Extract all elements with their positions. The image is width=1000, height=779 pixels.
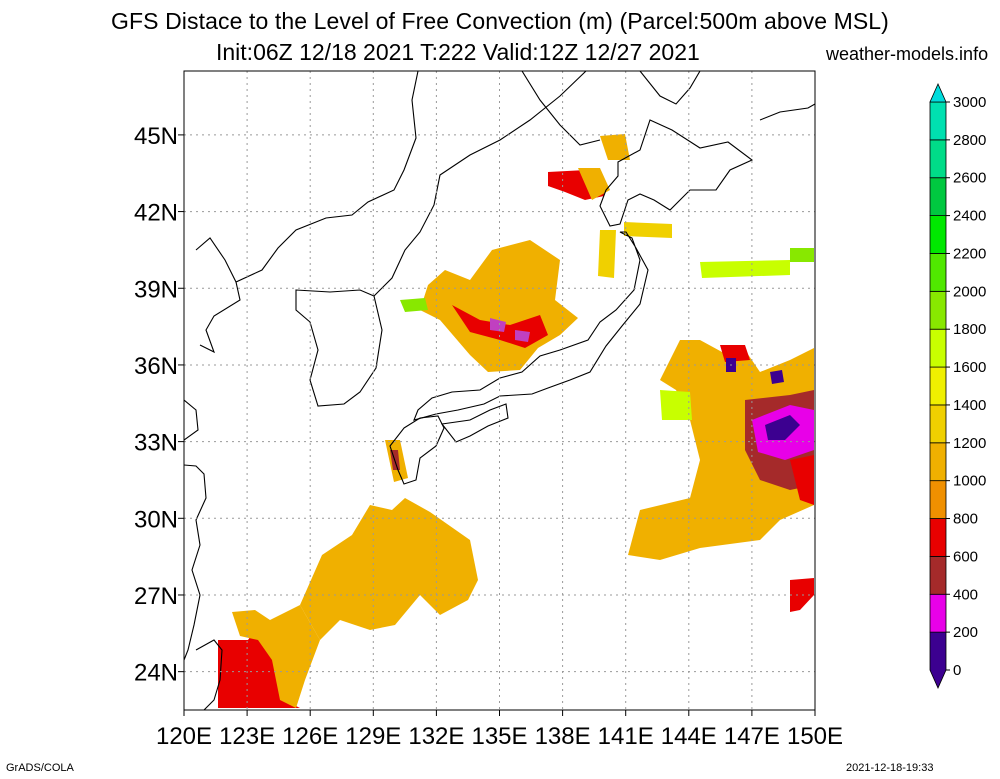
legend-swatch [929,290,947,330]
lon-label: 129E [345,723,401,750]
lon-label: 147E [724,723,780,750]
map-frame [183,70,816,711]
map-subtitle: Init:06Z 12/18 2021 T:222 Valid:12Z 12/2… [216,39,700,65]
lon-label: 138E [535,723,591,750]
legend-label: 600 [953,548,978,565]
legend-label: 200 [953,624,978,641]
legend-swatch [929,366,947,406]
legend-label: 0 [953,662,961,679]
legend-swatch [929,556,947,595]
coastlines [184,71,815,710]
legend-label: 2800 [953,132,986,149]
legend-swatch [929,442,947,482]
legend-label: 1000 [953,473,986,490]
legend-label: 2400 [953,208,986,225]
field-honshu-lime [400,298,428,312]
field-taiwan-orange [232,605,320,708]
footer-software: GrADS/COLA [6,762,74,774]
legend-swatch [929,177,947,217]
map-title: GFS Distace to the Level of Free Convect… [111,8,889,34]
lat-label: 33N [134,430,178,457]
field-pacific-purple [726,358,800,440]
lon-label: 144E [661,723,717,750]
lon-label: 120E [156,723,212,750]
legend-swatch [929,631,947,689]
legend-label: 800 [953,511,978,528]
legend-label: 2200 [953,245,986,262]
field-pacific-green [790,248,814,262]
lat-label: 36N [134,353,178,380]
field-pacific-orange [628,340,814,560]
lat-label: 30N [134,506,178,533]
field-pacific-lime [660,260,790,420]
footer-timestamp: 2021-12-18-19:33 [846,762,934,774]
legend-swatch [929,480,947,519]
legend-label: 1200 [953,435,986,452]
axis-labels: 120E 123E 126E 129E 132E 135E 138E 141E 144E 147E… [134,123,843,750]
legend-label: 3000 [953,94,986,111]
legend-swatch [929,404,947,444]
legend-swatch [929,328,947,368]
legend-swatch [929,253,947,292]
site-label: weather-models.info [826,44,989,64]
lon-label: 126E [282,723,338,750]
legend-label: 1800 [953,321,986,338]
field-ryukyu-band [300,498,478,640]
field-pacific-red [720,345,814,612]
legend-label: 1400 [953,397,986,414]
legend-swatch [929,83,947,103]
legend-label: 2600 [953,170,986,187]
color-legend: 0 200 400 600 800 1000 1200 1400 1600 1800 2000 220… [929,83,986,689]
legend-swatch [929,101,947,141]
legend-swatch [929,215,947,254]
lat-label: 42N [134,200,178,227]
lon-label: 135E [471,723,527,750]
field-north-yellow [598,222,672,278]
legend-swatch [929,139,947,179]
field-hokkaido-orange [578,134,630,200]
legend-swatch [929,593,947,633]
lon-label: 123E [219,723,275,750]
lon-label: 141E [598,723,654,750]
legend-label: 1600 [953,359,986,376]
legend-label: 2000 [953,283,986,300]
legend-swatch [929,518,947,557]
lat-label: 27N [134,583,178,610]
lat-label: 24N [134,660,178,687]
lon-label: 150E [787,723,843,750]
legend-label: 400 [953,586,978,603]
lat-label: 45N [134,123,178,150]
lon-label: 132E [408,723,464,750]
lat-lon-grid [178,71,816,716]
lat-label: 39N [134,276,178,303]
